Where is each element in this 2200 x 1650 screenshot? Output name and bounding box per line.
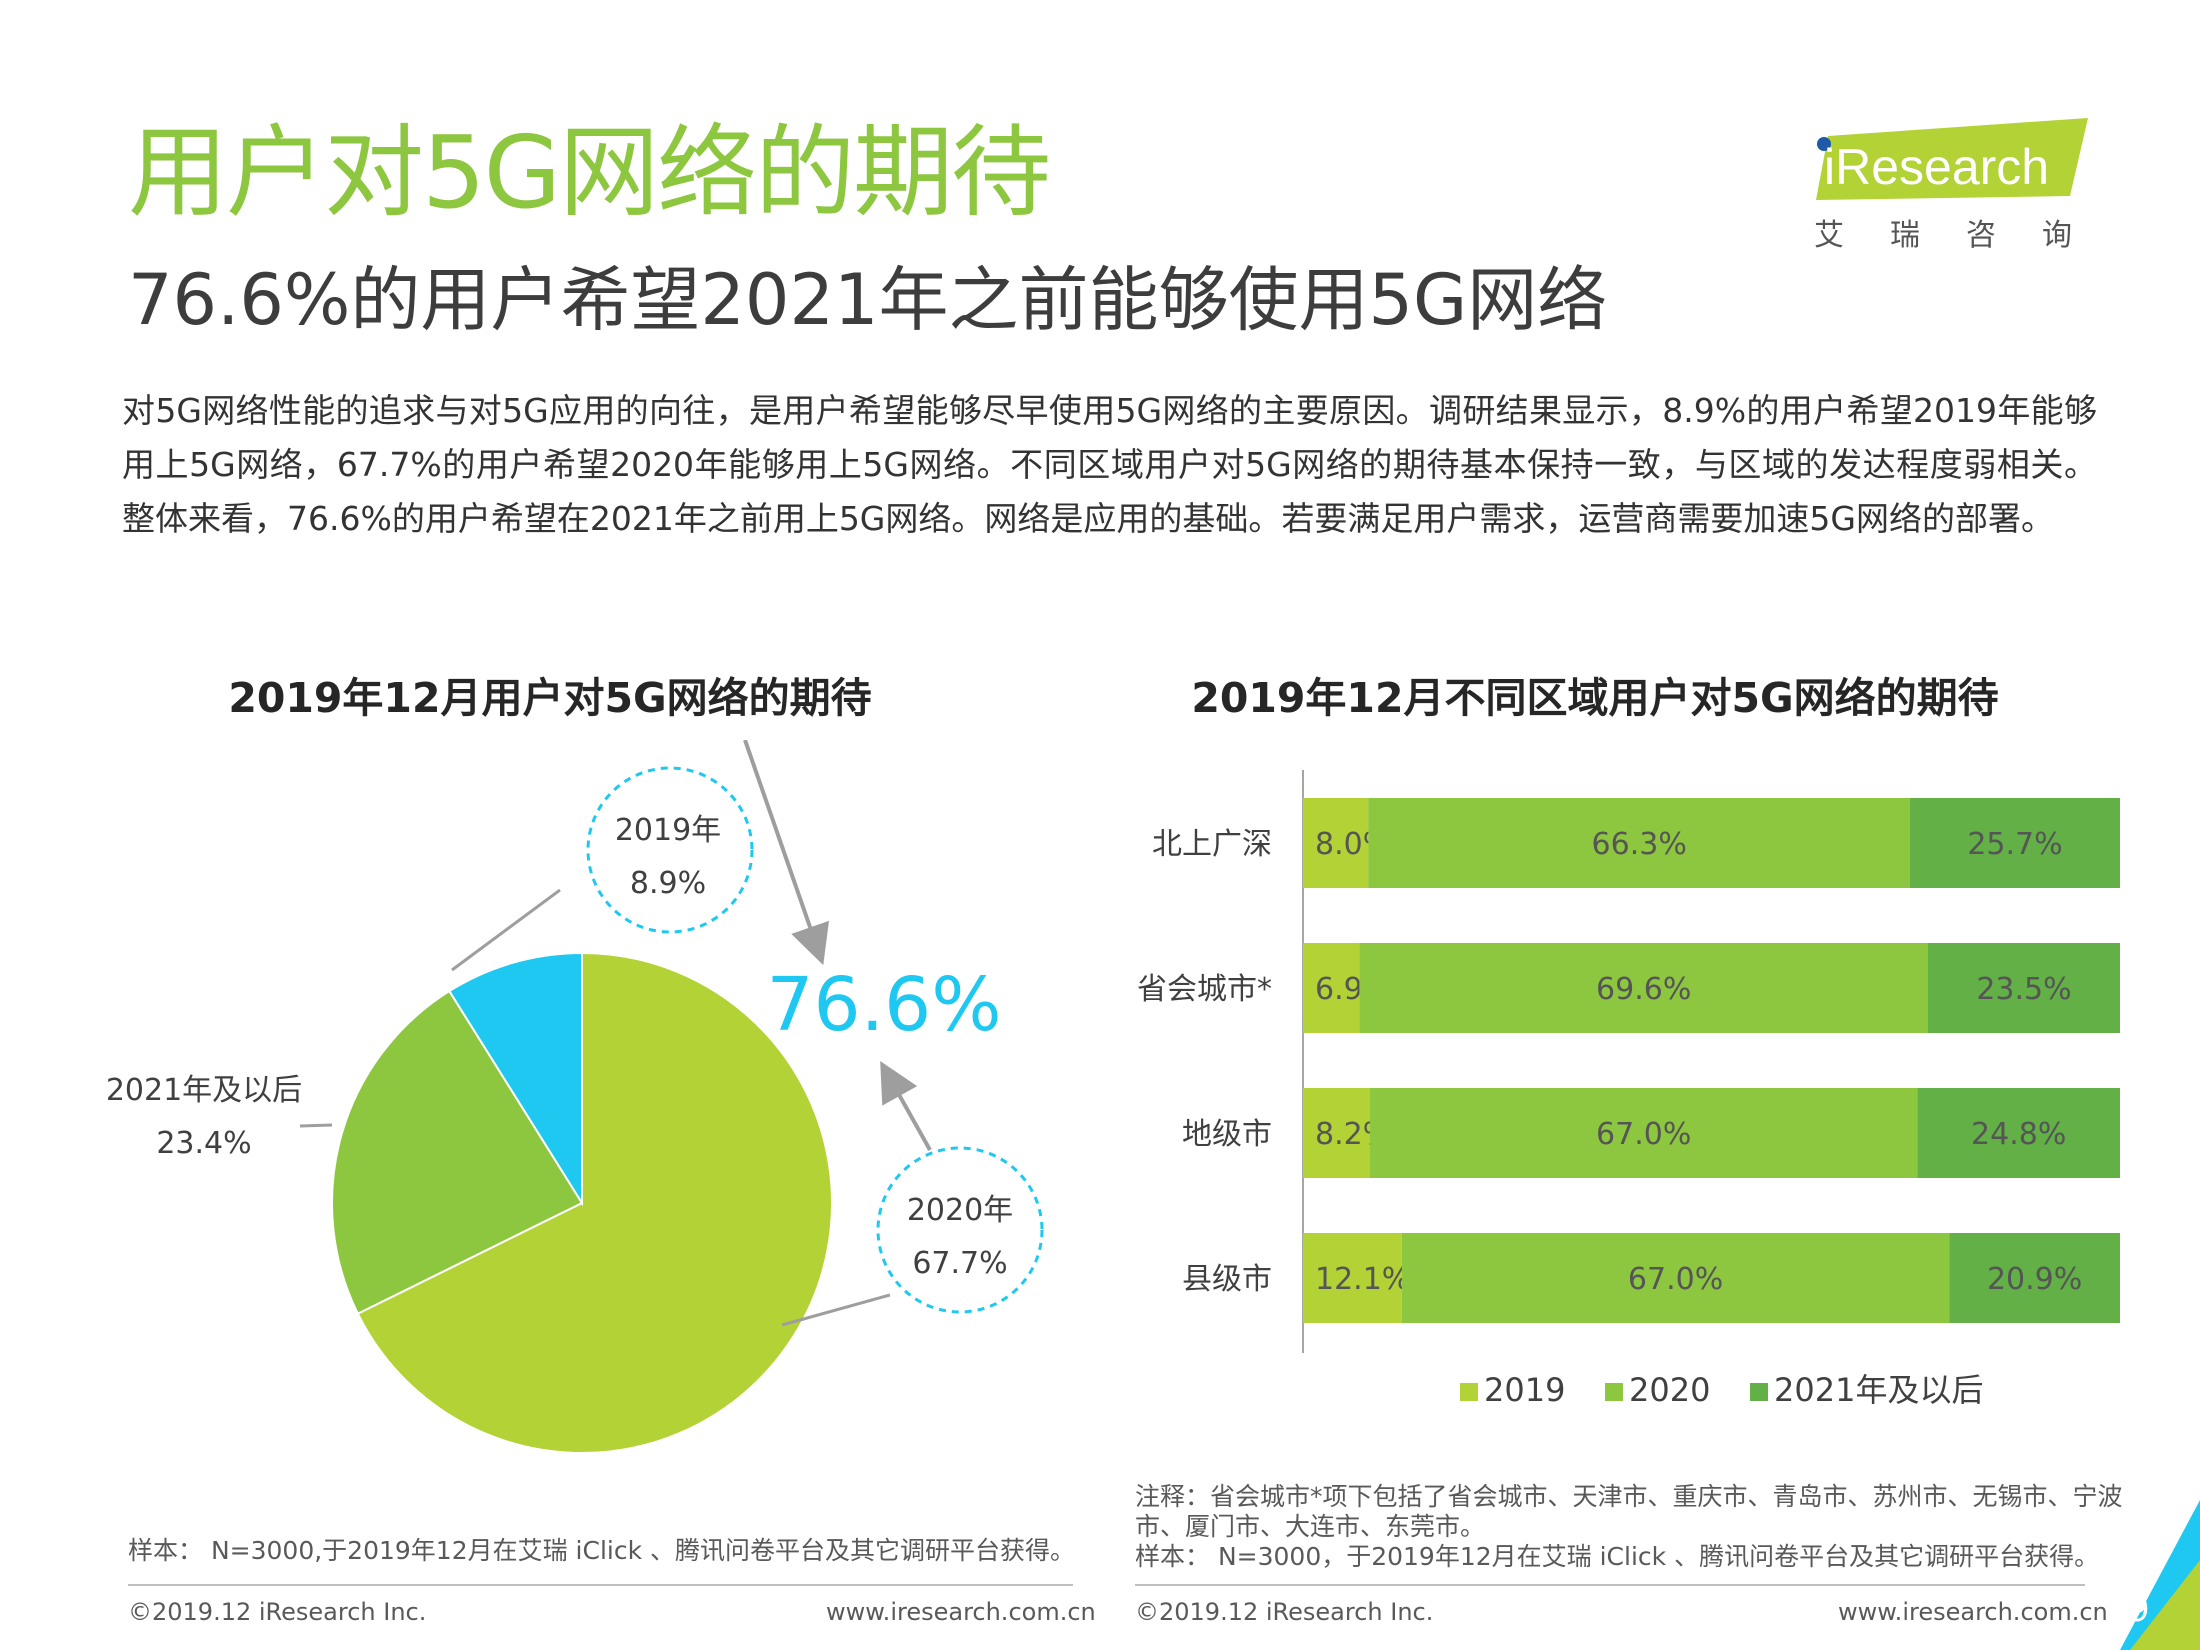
logo-wordmark: iResearch (1816, 118, 2088, 200)
pie-value-2019: 8.9% (630, 866, 706, 901)
bar-value-label: 67.0% (1628, 1262, 1723, 1297)
legend-label-2021年及以后: 2021年及以后 (1774, 1371, 1983, 1409)
leader-line-2021 (299, 1123, 333, 1128)
bar-category-label: 北上广深 (1152, 827, 1272, 862)
summary-paragraph: 对5G网络性能的追求与对5G应用的向往，是用户希望能够尽早使用5G网络的主要原因… (122, 391, 2097, 538)
bar-segment-2020 (1369, 1088, 1918, 1178)
bar-segment-2019 (1303, 1088, 1370, 1178)
leader-line-2019 (451, 888, 561, 972)
pie-value-2021: 23.4% (156, 1126, 251, 1161)
page-number: 9 (2128, 1590, 2150, 1630)
legend-label-2019: 2019 (1484, 1371, 1565, 1409)
pie-chart: 2019年 8.9% 2020年 67.7% 2021年及以后 23.4% 76… (106, 740, 1044, 1454)
bar-category-label: 地级市 (1182, 1117, 1272, 1152)
pie-slice-2020年 (356, 951, 833, 1454)
bar-segment-2021年及以后 (1917, 1088, 2120, 1178)
bar-rows: 北上广深 8.0% 66.3% 25.7%省会城市* 6.9% 69.6% 23.5%地级市… (1137, 798, 2120, 1323)
bar-chart-title: 2019年12月不同区域用户对5G网络的期待 (1191, 674, 1999, 722)
bar-legend: 2019 2020 2021年及以后 (1460, 1371, 1983, 1409)
bar-value-label: 24.8% (1971, 1117, 2066, 1152)
page-title: 用户对5G网络的期待 (128, 114, 1051, 231)
notes-right: 注释：省会城市*项下包括了省会城市、天津市、重庆市、青岛市、苏州市、无锡市、宁波… (1135, 1482, 2135, 1572)
pie-slice-2021年及以后 (331, 989, 584, 1316)
corner-decoration (2120, 1500, 2200, 1650)
bar-value-label: 25.7% (1967, 827, 2062, 862)
callout-circle-2020 (876, 1146, 1044, 1314)
bar-segment-2021年及以后 (1949, 1233, 2120, 1323)
bar-value-label: 12.1% (1315, 1262, 1410, 1297)
bar-segment-2019 (1303, 798, 1369, 888)
bar-value-label: 69.6% (1596, 972, 1691, 1007)
arrow-2020-to-total (880, 1061, 932, 1151)
sample-note-right: 样本： N=3000，于2019年12月在艾瑞 iClick 、腾讯问卷平台及其… (1135, 1542, 2100, 1571)
page-subtitle: 76.6%的用户希望2021年之前能够使用5G网络 (128, 259, 1608, 341)
footer-copyright-right: ©2019.12 iResearch Inc. (1135, 1598, 1434, 1626)
legend-swatch-2021年及以后 (1750, 1383, 1768, 1401)
stacked-bar-chart: 北上广深 8.0% 66.3% 25.7%省会城市* 6.9% 69.6% 23.5%地级市… (1137, 770, 2120, 1409)
legend-label-2020: 2020 (1629, 1371, 1710, 1409)
footer-copyright-left: ©2019.12 iResearch Inc. (128, 1598, 427, 1626)
footnote-province-cities: 注释：省会城市*项下包括了省会城市、天津市、重庆市、青岛市、苏州市、无锡市、宁波… (1135, 1482, 2123, 1541)
pie-label-2021: 2021年及以后 (106, 1073, 302, 1108)
pie-label-2019: 2019年 (615, 813, 721, 848)
footer-divider-right (1135, 1584, 2085, 1586)
bar-segment-2019 (1303, 1233, 1402, 1323)
pie-slices (331, 951, 833, 1454)
pie-slice-2019年 (447, 951, 583, 1207)
pie-chart-title: 2019年12月用户对5G网络的期待 (228, 674, 872, 722)
bar-value-label: 23.5% (1976, 972, 2071, 1007)
bar-value-label: 67.0% (1596, 1117, 1691, 1152)
bar-segment-2020 (1359, 943, 1929, 1033)
legend-swatch-2019 (1460, 1383, 1478, 1401)
legend-swatch-2020 (1605, 1383, 1623, 1401)
pie-label-2020: 2020年 (907, 1193, 1013, 1228)
pie-value-2020: 67.7% (912, 1246, 1007, 1281)
footer-divider-left (128, 1584, 1073, 1586)
bar-value-label: 66.3% (1592, 827, 1687, 862)
sample-note-left: 样本： N=3000,于2019年12月在艾瑞 iClick 、腾讯问卷平台及其… (128, 1536, 1076, 1565)
bar-segment-2020 (1368, 798, 1911, 888)
pie-highlight-total: 76.6% (766, 962, 1001, 1048)
logo-word-text: iResearch (1824, 139, 2049, 195)
logo-chinese-text: 艾瑞咨询 (1814, 218, 2118, 253)
bar-segment-2021年及以后 (1910, 798, 2120, 888)
bar-segment-2021年及以后 (1928, 943, 2120, 1033)
bar-category-label: 县级市 (1182, 1262, 1272, 1297)
bar-category-label: 省会城市* (1137, 972, 1272, 1007)
iresearch-logo: iResearch 艾瑞咨询 (1808, 118, 2093, 258)
callout-circle-2019 (586, 766, 754, 934)
bar-segment-2019 (1303, 943, 1360, 1033)
bar-value-label: 20.9% (1987, 1262, 2082, 1297)
footer-url-right: www.iresearch.com.cn (1838, 1598, 2108, 1626)
footer-url-left: www.iresearch.com.cn (826, 1598, 1096, 1626)
arrow-2019-to-total (743, 740, 830, 966)
bar-segment-2020 (1401, 1233, 1950, 1323)
leader-line-2020 (781, 1293, 891, 1327)
